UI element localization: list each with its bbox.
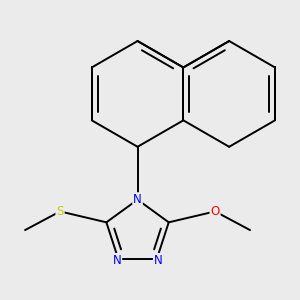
Text: N: N	[133, 193, 142, 206]
Text: O: O	[210, 205, 220, 218]
Text: N: N	[154, 254, 163, 267]
Text: N: N	[112, 254, 121, 267]
Text: S: S	[56, 205, 64, 218]
